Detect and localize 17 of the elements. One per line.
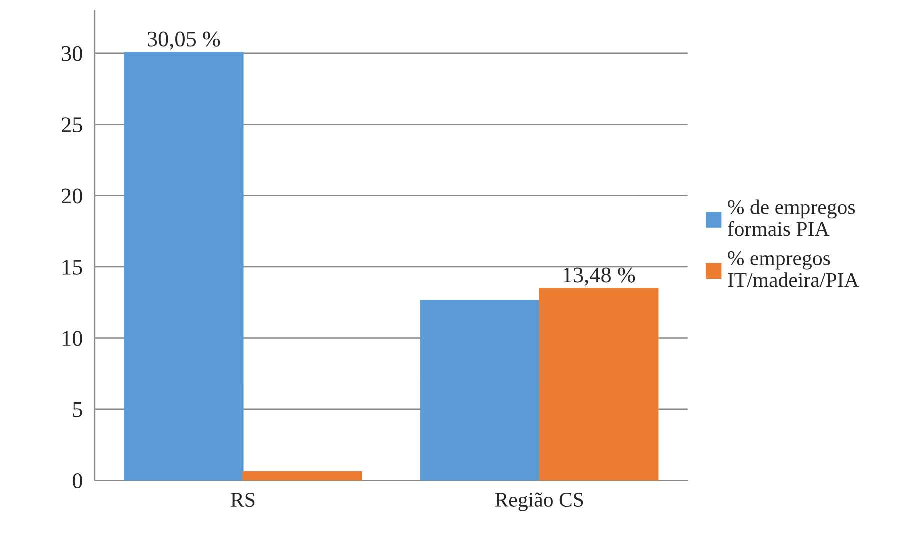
bar	[124, 52, 244, 481]
y-tick-label: 25	[62, 118, 82, 133]
y-tick-label: 10	[62, 331, 82, 346]
bar	[420, 300, 540, 481]
data-label: 13,48 %	[564, 268, 636, 286]
y-tick-label: 20	[62, 188, 82, 204]
legend-label: % empregos IT/madeira/PIA	[728, 251, 860, 288]
bar	[242, 472, 362, 481]
y-tick-label: 30	[62, 46, 82, 62]
x-tick-label: RS	[231, 493, 255, 508]
x-tick-label: Região CS	[495, 492, 584, 512]
y-tick-label: 0	[72, 474, 82, 489]
legend-label: % de empregos formais PIA	[728, 200, 856, 236]
data-label: 30,05 %	[148, 32, 220, 50]
bar	[539, 288, 659, 481]
y-tick-label: 5	[73, 402, 82, 418]
y-tick-label: 15	[62, 260, 82, 275]
